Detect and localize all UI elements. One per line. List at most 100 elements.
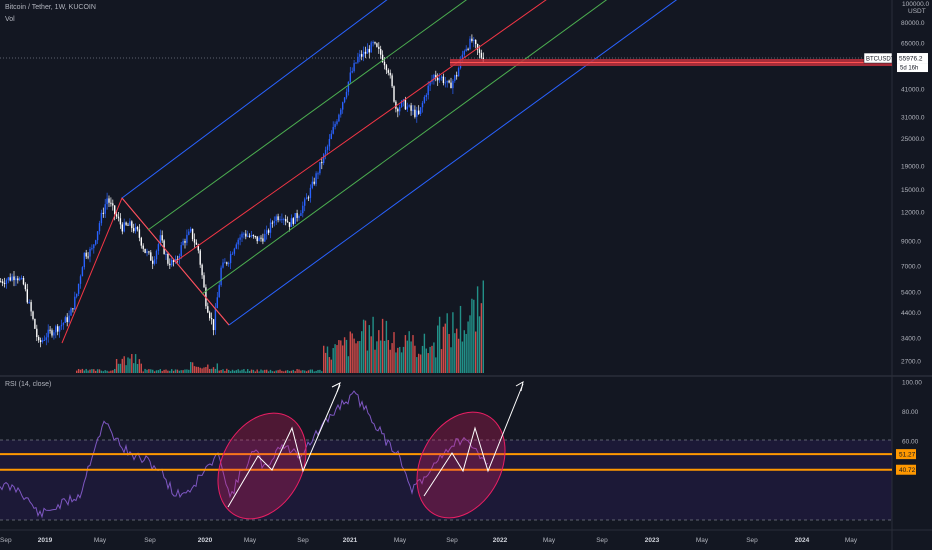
volume-bar [461,341,464,373]
volume-bar [220,369,222,373]
candle-body [338,114,340,122]
candle-body [252,235,255,237]
price-tick-label: 5400.0 [901,289,921,296]
candle-body [404,99,407,110]
candle-body [89,248,91,257]
candle-body [58,326,61,332]
pitchfork-upper-line [121,0,388,199]
volume-bar [229,371,232,373]
candle-body [47,329,49,338]
candle-body [112,203,114,206]
candle-body [34,318,36,329]
candle-body [410,105,412,111]
candle-body [3,283,6,285]
time-axis-label: Sep [446,537,458,544]
candle-body [144,248,146,253]
candle-body [366,48,369,54]
volume-bar [108,371,110,373]
volume-bar [195,366,198,373]
volume-bar [157,370,160,373]
rsi-level-high-tag [896,449,916,460]
volume-bar [406,340,408,373]
volume-bar [218,370,220,373]
volume-bar [288,371,291,373]
candle-body [134,226,137,232]
candle-body [351,71,353,73]
volume-bar [412,335,414,373]
volume-bar [463,330,465,373]
volume-bar [93,369,95,373]
volume-bar [323,345,325,373]
volume-bar [174,369,177,373]
volume-bar [469,315,471,373]
volume-bar [264,369,266,373]
volume-bar [467,321,469,373]
time-axis-label: May [94,537,107,544]
candle-body [184,240,186,243]
candle-body [283,219,285,221]
volume-bar [85,368,87,373]
volume-bar [305,371,308,373]
volume-bar [370,336,372,373]
time-axis-label: May [244,537,257,544]
volume-bar [397,347,399,373]
candle-body [476,43,479,50]
currency-label: USDT [908,8,926,15]
volume-bar [81,368,84,373]
price-tick-label: 25000.0 [901,136,925,143]
volume-bar [442,326,445,373]
volume-bar [389,349,391,373]
candle-body [140,237,142,246]
volume-bar [203,367,205,373]
volume-bar [480,303,483,373]
volume-bar [334,344,336,373]
time-axis-label: May [696,537,709,544]
volume-bar [248,370,251,373]
volume-bar [95,370,97,373]
candle-body [17,278,19,281]
candle-body [288,222,291,227]
candle-body [108,198,110,203]
volume-bar [387,340,389,373]
volume-bar [144,368,146,373]
volume-bar [260,369,262,373]
candle-body [376,43,378,47]
volume-bar [444,323,446,373]
price-tick-label: 31000.0 [901,115,925,122]
volume-bar [378,330,380,373]
volume-legend: Vol [5,16,15,23]
candle-body [467,48,469,50]
rsi-pattern-ellipse-right [416,411,506,519]
price-tick-label: 41000.0 [901,87,925,94]
candle-body [239,237,241,240]
volume-bar [83,370,85,373]
candle-body [203,275,205,288]
candle-body [471,38,473,42]
candle-body [193,239,196,243]
candle-body [209,312,211,319]
volume-bar [283,371,285,373]
candle-body [178,255,180,260]
volume-bar [343,337,346,373]
candle-body [319,162,321,174]
candle-body [115,214,118,217]
candle-body [389,72,391,76]
rsi-tick-label: 100.00 [902,380,922,387]
volume-bar [332,348,334,373]
volume-bar [326,346,329,373]
volume-bar [267,371,270,373]
price-tick-label: 7000.0 [901,263,921,270]
volume-bar [226,368,228,373]
rsi-level-low-tag [896,464,916,475]
pitchfork-inner-upper-line [147,0,468,231]
candle-body [174,259,177,263]
volume-bar [140,363,142,373]
candle-body [457,68,460,77]
candle-body [418,110,420,114]
candle-body [180,245,182,256]
candle-body [233,248,236,254]
volume-bar [366,350,369,373]
candle-body [7,277,9,281]
volume-bar [146,369,148,373]
